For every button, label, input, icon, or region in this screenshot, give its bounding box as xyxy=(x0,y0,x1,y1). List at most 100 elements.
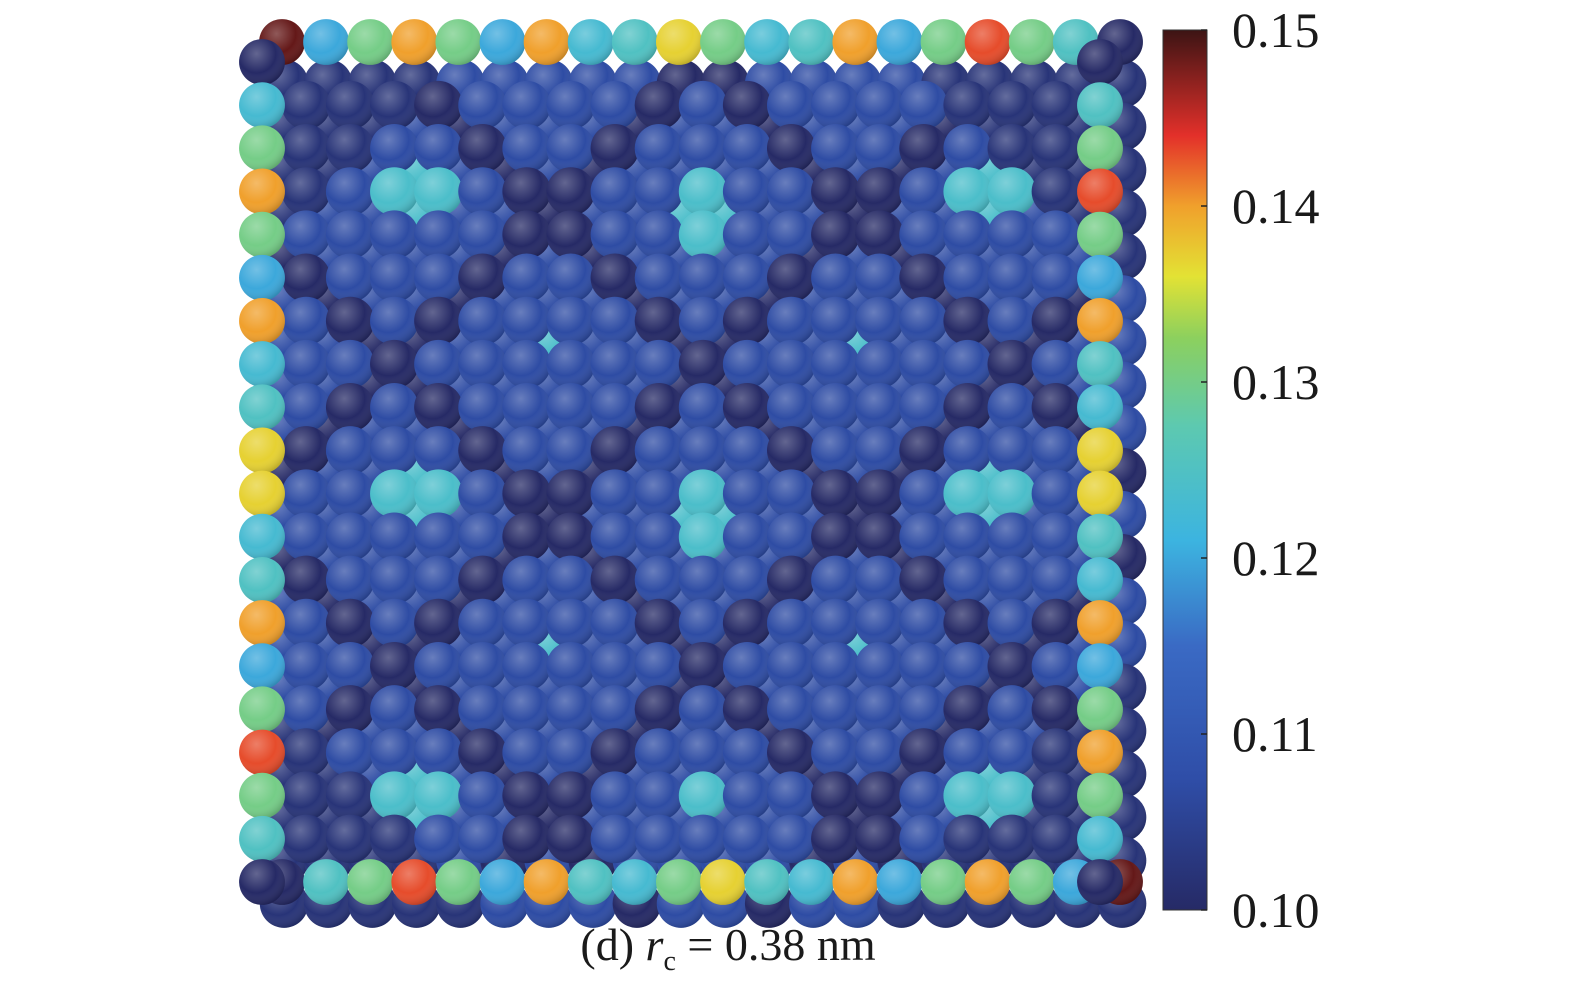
colorbar-tick-label: 0.10 xyxy=(1232,882,1320,938)
edge-atom-bottom-shade xyxy=(611,859,658,905)
atom-shade xyxy=(899,210,948,259)
atom-shade xyxy=(943,814,992,864)
atom-shade xyxy=(458,641,507,691)
atom-shade xyxy=(414,296,463,346)
atom-shade xyxy=(370,124,419,173)
edge-atom-left-shade xyxy=(239,772,285,819)
atom-shade xyxy=(855,80,904,130)
atom-shade xyxy=(899,469,948,518)
edge-atom-left-shade xyxy=(239,556,285,603)
atom-shade xyxy=(767,641,816,691)
edge-atom-right-shade xyxy=(1077,427,1123,474)
atom-shade xyxy=(899,728,948,777)
edge-atom-right-shade xyxy=(1077,341,1123,388)
atom-shade xyxy=(502,339,551,389)
atom-shade xyxy=(811,555,860,605)
atom-shade xyxy=(855,253,904,303)
edge-atom-top-shade xyxy=(479,19,526,65)
atom-shade xyxy=(281,685,331,734)
atom-shade xyxy=(370,339,419,389)
edge-atom-right-shade xyxy=(1077,859,1123,905)
atom-shade xyxy=(546,555,595,605)
atom-shade xyxy=(987,771,1037,820)
edge-atom-bottom-shade xyxy=(303,859,350,905)
atom-shade xyxy=(634,512,684,561)
atom-shade xyxy=(855,124,904,173)
atom-shade xyxy=(325,469,375,518)
atom-shade xyxy=(458,771,507,820)
atom-shade xyxy=(899,339,948,389)
atom-shade xyxy=(855,512,904,561)
atom-shade xyxy=(722,426,772,475)
atom-shade xyxy=(678,814,728,864)
atom-shade xyxy=(325,296,375,346)
atom-shade xyxy=(987,814,1037,864)
atom-shade xyxy=(458,814,507,864)
atom-shade xyxy=(634,296,684,346)
atom-shade xyxy=(325,641,375,691)
edge-atom-top-shade xyxy=(611,19,658,65)
atom-shade xyxy=(855,728,904,777)
atom-shade xyxy=(281,469,331,518)
atom-shade xyxy=(281,426,331,475)
atom-shade xyxy=(943,426,992,475)
atom-shade xyxy=(502,296,551,346)
atom-shade xyxy=(634,124,684,173)
atom-shade xyxy=(590,80,640,130)
edge-atom-top-shade xyxy=(523,19,570,65)
atom-shade xyxy=(811,814,860,864)
atom-shade xyxy=(281,210,331,259)
edge-atom-right-shade xyxy=(1077,513,1123,560)
edge-atom-right-shade xyxy=(1077,254,1123,301)
atom-shade xyxy=(281,598,331,648)
atom-shade xyxy=(1031,167,1081,216)
atom-shade xyxy=(678,296,728,346)
atom-shade xyxy=(767,383,816,432)
atom-shade xyxy=(722,167,772,216)
atom-shade xyxy=(281,296,331,346)
edge-atom-bottom-shade xyxy=(744,859,791,905)
atom-shade xyxy=(987,641,1037,691)
atom-shade xyxy=(722,339,772,389)
atom-shade xyxy=(987,210,1037,259)
atom-shade xyxy=(370,253,419,303)
atom-shade xyxy=(325,598,375,648)
atom-shade xyxy=(722,253,772,303)
figure-caption: (d) rc = 0.38 nm xyxy=(580,919,875,977)
atom-shade xyxy=(1031,383,1081,432)
atom-shade xyxy=(1031,80,1081,130)
atom-shade xyxy=(458,124,507,173)
atom-shade xyxy=(987,469,1037,518)
atom-shade xyxy=(370,383,419,432)
atom-shade xyxy=(325,555,375,605)
atom-shade xyxy=(767,124,816,173)
atom-shade xyxy=(722,555,772,605)
edge-atom-top-shade xyxy=(832,19,879,65)
atom-shade xyxy=(502,124,551,173)
atom-shade xyxy=(414,383,463,432)
atom-shade xyxy=(458,383,507,432)
edge-atom-right-shade xyxy=(1077,125,1123,172)
atom-shade xyxy=(590,383,640,432)
edge-atom-left-shade xyxy=(239,513,285,560)
atom-shade xyxy=(414,253,463,303)
atom-shade xyxy=(281,512,331,561)
atom-shade xyxy=(899,685,948,734)
edge-atom-right-shade xyxy=(1077,470,1123,517)
atom-shade xyxy=(767,685,816,734)
atom-shade xyxy=(987,426,1037,475)
atom-shade xyxy=(899,555,948,605)
atom-shade xyxy=(546,685,595,734)
atom-shade xyxy=(855,598,904,648)
atom-shade xyxy=(767,598,816,648)
atom-shade xyxy=(987,296,1037,346)
atom-shade xyxy=(325,80,375,130)
atom-shade xyxy=(811,383,860,432)
atom-shade xyxy=(987,512,1037,561)
edge-atom-top-shade xyxy=(303,19,350,65)
atom-shade xyxy=(1031,512,1081,561)
edge-atom-top-shade xyxy=(964,19,1011,65)
atom-shade xyxy=(325,426,375,475)
atom-shade xyxy=(502,80,551,130)
colorbar-tick-label: 0.13 xyxy=(1232,354,1320,410)
